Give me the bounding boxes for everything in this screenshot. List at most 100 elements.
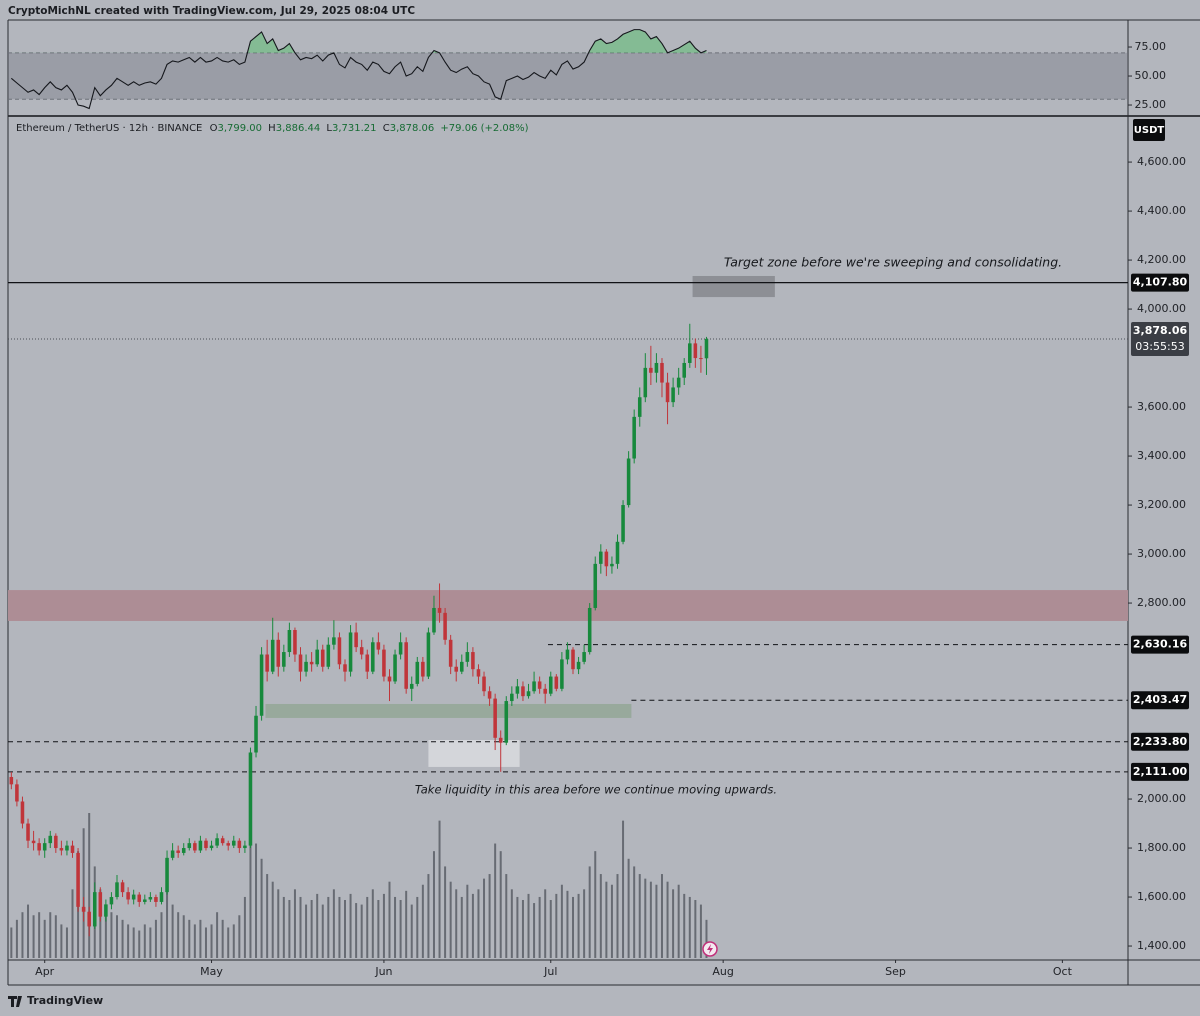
candle-body — [471, 652, 475, 670]
volume-bar — [349, 893, 352, 958]
level-label-box — [1131, 273, 1189, 292]
brand-logo — [8, 996, 22, 1007]
volume-bar — [49, 912, 52, 958]
zone — [8, 590, 1128, 621]
candle-body — [621, 505, 625, 542]
y-tick-label: 4,600.00 — [1137, 155, 1186, 168]
volume-bar — [327, 896, 330, 958]
volume-bar — [160, 912, 163, 958]
candle-body — [382, 649, 386, 677]
candle-body — [571, 649, 575, 670]
y-tick-label: 4,200.00 — [1137, 253, 1186, 266]
volume-bar — [510, 889, 513, 958]
volume-bar — [610, 884, 613, 958]
candle-body — [504, 701, 509, 743]
candle-body — [493, 698, 497, 738]
level-label-box — [1131, 732, 1189, 751]
candle-body — [220, 838, 225, 844]
candle-body — [576, 661, 581, 670]
volume-bar — [410, 904, 413, 958]
candle-body — [282, 652, 286, 667]
candle-body — [98, 892, 103, 917]
levels: 4,107.80 2,630.16 2,403.47 2,233.80 2,111.00… — [8, 273, 1189, 781]
x-tick-label: Sep — [885, 965, 906, 978]
annotation: Target zone before we're sweeping and co… — [724, 255, 1062, 270]
candle-body — [309, 661, 314, 665]
rsi-overbought-fill — [11, 29, 707, 53]
volume-bar — [344, 900, 347, 958]
y-tick-label: 1,800.00 — [1137, 841, 1186, 854]
candle-body — [215, 838, 219, 846]
volume-bar — [616, 874, 619, 958]
currency: USDT — [1134, 125, 1165, 136]
x-tick-label: May — [200, 965, 223, 978]
volume-bar — [683, 893, 686, 958]
candle-body — [632, 416, 636, 459]
volume-bar — [99, 889, 102, 958]
candle-body — [20, 801, 25, 824]
candle-body — [59, 848, 64, 851]
candle-body — [610, 563, 614, 567]
candle-body — [699, 358, 703, 360]
candle-body — [148, 897, 153, 900]
x-tick-label: Jul — [543, 965, 557, 978]
y-tick-label: 3,600.00 — [1137, 400, 1186, 413]
volume-bar — [255, 843, 258, 958]
volume-bar — [655, 884, 658, 958]
volume-bar — [199, 919, 202, 958]
zone — [265, 703, 632, 718]
candle-body — [626, 458, 631, 506]
rsi-pane: 75.00 50.00 25.00 — [8, 29, 1166, 111]
candle-body — [371, 642, 375, 672]
candle-body — [426, 632, 431, 677]
volume-bar — [293, 889, 296, 958]
candle-body — [198, 840, 203, 851]
candle-body — [432, 607, 436, 633]
volume-bar — [371, 889, 374, 958]
volume-bar — [394, 896, 397, 958]
x-tick-label: Aug — [712, 965, 733, 978]
candle-body — [243, 845, 247, 849]
countdown: 03:55:53 — [1135, 340, 1184, 353]
candle-body — [9, 776, 14, 785]
candle-body — [537, 681, 542, 689]
candle-body — [176, 850, 180, 853]
candle-body — [70, 845, 75, 853]
volume-bar — [193, 924, 196, 958]
candle-body — [320, 649, 325, 667]
candle-body — [682, 362, 687, 378]
volume-bar — [132, 927, 135, 958]
candle-body — [120, 882, 125, 893]
candle-body — [143, 899, 147, 902]
volume-bar — [533, 903, 536, 958]
candle-body — [560, 659, 564, 689]
volume-bar — [672, 889, 675, 958]
candle-body — [482, 676, 486, 692]
volume-bar — [516, 896, 519, 958]
volume-bar — [421, 884, 424, 958]
candle-body — [332, 637, 336, 645]
candle-body — [237, 840, 242, 849]
candle-body — [104, 904, 108, 917]
volume-bar — [644, 878, 647, 958]
volume-bar — [560, 884, 563, 958]
volume-bar — [366, 896, 369, 958]
level-label-box — [1131, 762, 1189, 781]
level-label: 2,111.00 — [1133, 765, 1188, 778]
candle-body — [81, 906, 86, 912]
candle-body — [671, 387, 675, 403]
candle-body — [649, 367, 653, 373]
volume-bar — [549, 900, 552, 958]
volume-bar — [216, 912, 219, 958]
volume-bar — [471, 893, 474, 958]
candle-body — [387, 676, 392, 682]
volume-bar — [260, 858, 263, 958]
volume-bar — [622, 820, 625, 958]
volume-bar — [127, 924, 130, 958]
volume-bar — [143, 924, 146, 958]
rsi-band — [8, 52, 1128, 100]
volume-bar — [321, 904, 324, 958]
candle-body — [265, 654, 269, 672]
volume-bar — [432, 851, 435, 958]
volume-bar — [649, 881, 652, 958]
